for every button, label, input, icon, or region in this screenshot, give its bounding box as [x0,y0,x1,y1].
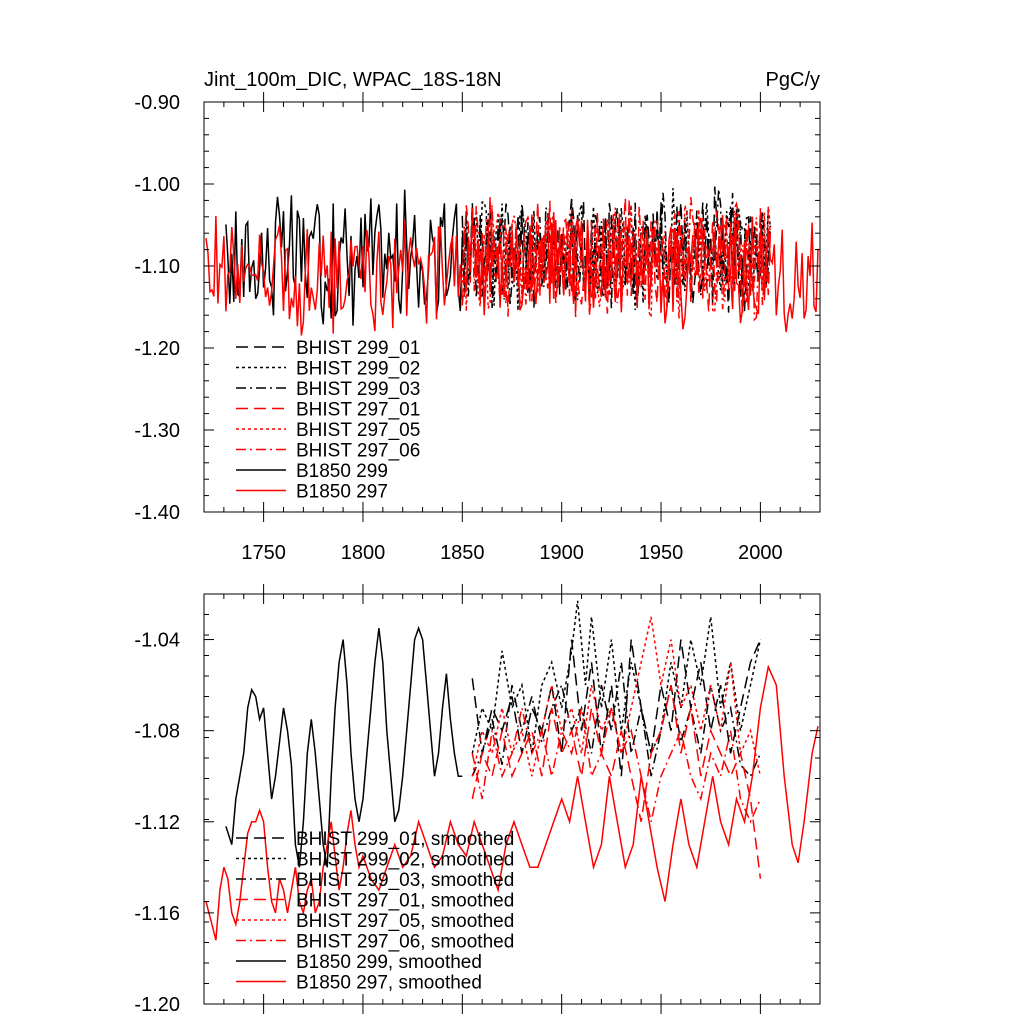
y-tick-label-0-0: -0.90 [134,92,180,114]
top-panel: -0.90 -1.00 -1.10 -1.20 -1.30 -1.40 1750 1800 18… [134,92,821,564]
y-tick-label-0-3: -1.20 [134,338,180,360]
legend-label-0-7: B1850 297 [296,482,388,503]
y-tick-label-1-4: -1.20 [134,994,180,1016]
top-axes: -0.90 -1.00 -1.10 -1.20 -1.30 -1.40 1750 1800 18… [134,92,821,564]
x-tick-label-0-2: 1850 [440,542,485,564]
y-tick-label-0-5: -1.40 [134,502,180,524]
legend-label-0-3: BHIST 297_01 [296,400,420,421]
series-line-0-7 [205,215,819,336]
legend-label-0-2: BHIST 299_03 [296,379,420,400]
legend-label-1-7: B1850 297, smoothed [296,973,482,994]
bottom-panel: -1.04 -1.08 -1.12 -1.16 -1.20 BHIST 299_01, … [134,584,821,1016]
y-tick-label-1-3: -1.16 [134,903,180,925]
x-tick-label-0-0: 1750 [241,542,286,564]
series-line-0-4 [461,204,772,319]
legend-label-0-4: BHIST 297_05 [296,420,420,441]
series-line-1-1 [471,600,762,756]
y-tick-label-0-2: -1.10 [134,256,180,278]
top-plot-frame [203,101,821,513]
x-tick-label-0-1: 1800 [341,542,386,564]
legend-label-0-1: BHIST 299_02 [296,359,420,380]
series-line-1-7 [205,664,819,941]
legend-label-1-0: BHIST 299_01, smoothed [296,829,514,850]
legend-label-1-1: BHIST 299_02, smoothed [296,850,514,871]
x-tick-label-0-3: 1900 [539,542,584,564]
series-line-1-3 [471,684,762,879]
title-right: PgC/y [766,69,820,91]
series-line-1-5 [471,707,762,824]
legend-label-1-2: BHIST 299_03, smoothed [296,870,514,891]
series-line-1-0 [471,639,762,777]
y-tick-label-1-1: -1.08 [134,721,180,743]
legend-label-1-5: BHIST 297_06, smoothed [296,932,514,953]
legend-label-0-6: B1850 299 [296,461,388,482]
x-tick-label-0-4: 1950 [639,542,684,564]
y-tick-label-0-4: -1.30 [134,420,180,442]
title-left: Jint_100m_DIC, WPAC_18S-18N [204,69,502,91]
legend-label-0-0: BHIST 299_01 [296,338,420,359]
x-tick-label-0-5: 2000 [738,542,783,564]
legend-label-1-4: BHIST 297_05, smoothed [296,911,514,932]
series-line-1-6 [225,625,463,868]
y-tick-label-1-0: -1.04 [134,630,180,652]
series-line-1-2 [471,662,762,778]
legend-label-1-6: B1850 299, smoothed [296,952,482,973]
bottom-series-group [205,600,819,941]
y-tick-label-0-1: -1.00 [134,174,180,196]
top-series-group [205,186,819,336]
legend-label-1-3: BHIST 297_01, smoothed [296,891,514,912]
y-tick-label-1-2: -1.12 [134,812,180,834]
bottom-axes: -1.04 -1.08 -1.12 -1.16 -1.20 [134,584,821,1016]
legend-label-0-5: BHIST 297_06 [296,441,420,462]
